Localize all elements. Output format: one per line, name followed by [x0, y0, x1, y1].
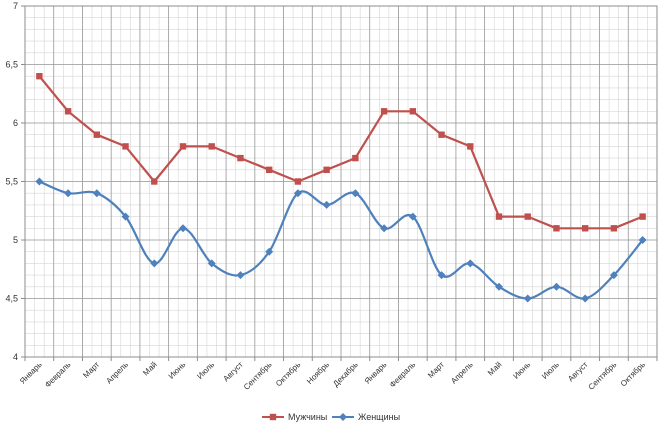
- data-point: [323, 166, 330, 173]
- data-point: [380, 108, 388, 115]
- data-point: [236, 271, 245, 280]
- data-point: [208, 143, 215, 150]
- data-point: [581, 225, 589, 232]
- data-point: [581, 294, 590, 303]
- series-line: [38, 180, 644, 300]
- data-point: [122, 143, 129, 150]
- legend-item: Мужчины: [262, 412, 327, 422]
- y-axis: 4 4,5 5 5,5 6 6,5 7: [5, 1, 25, 362]
- data-point: [36, 73, 43, 80]
- y-tick-label: 5: [13, 235, 18, 245]
- data-point: [639, 213, 646, 220]
- data-point: [179, 143, 187, 150]
- data-point: [35, 177, 44, 186]
- data-point: [553, 225, 560, 232]
- data-point: [552, 282, 561, 291]
- data-point: [179, 224, 187, 233]
- data-point: [64, 108, 72, 115]
- data-point: [64, 189, 73, 198]
- data-point: [495, 213, 503, 220]
- y-tick-label: 4: [13, 352, 18, 362]
- data-point: [151, 178, 158, 185]
- data-point: [294, 178, 302, 185]
- data-point: [409, 108, 417, 115]
- data-point: [466, 259, 475, 268]
- legend-swatch-marker: [339, 413, 347, 421]
- data-point: [293, 189, 302, 198]
- y-tick-label: 6,5: [5, 60, 18, 70]
- data-point: [610, 225, 618, 232]
- data-point: [380, 224, 389, 233]
- data-point: [609, 271, 618, 280]
- series-group: [36, 73, 646, 232]
- y-tick-label: 4,5: [5, 294, 18, 304]
- legend-label: Женщины: [358, 412, 400, 422]
- data-point: [352, 154, 359, 162]
- y-tick-label: 5,5: [5, 177, 18, 187]
- data-point: [207, 259, 216, 268]
- data-point: [495, 282, 503, 291]
- series-line: [38, 75, 644, 230]
- data-point: [467, 143, 474, 150]
- data-point: [265, 247, 274, 256]
- legend: Мужчины Женщины: [262, 412, 400, 422]
- series-group: [35, 177, 647, 303]
- data-point: [408, 212, 417, 221]
- data-point: [638, 236, 647, 244]
- legend-item: Женщины: [332, 412, 400, 422]
- data-point: [150, 259, 159, 268]
- data-point: [351, 189, 360, 198]
- data-point: [438, 131, 445, 138]
- legend-swatch-marker: [269, 413, 277, 421]
- data-point: [524, 213, 531, 220]
- series-layer: [35, 73, 647, 303]
- data-point: [121, 212, 130, 221]
- y-tick-label: 7: [13, 1, 18, 11]
- data-point: [237, 154, 244, 162]
- gridlines: [25, 6, 657, 357]
- data-point: [92, 189, 101, 198]
- data-point: [93, 131, 101, 138]
- data-point: [437, 271, 446, 280]
- legend-label: Мужчины: [288, 412, 327, 422]
- data-point: [265, 166, 273, 173]
- data-point: [322, 200, 331, 209]
- data-point: [523, 294, 532, 303]
- y-tick-label: 6: [13, 118, 18, 128]
